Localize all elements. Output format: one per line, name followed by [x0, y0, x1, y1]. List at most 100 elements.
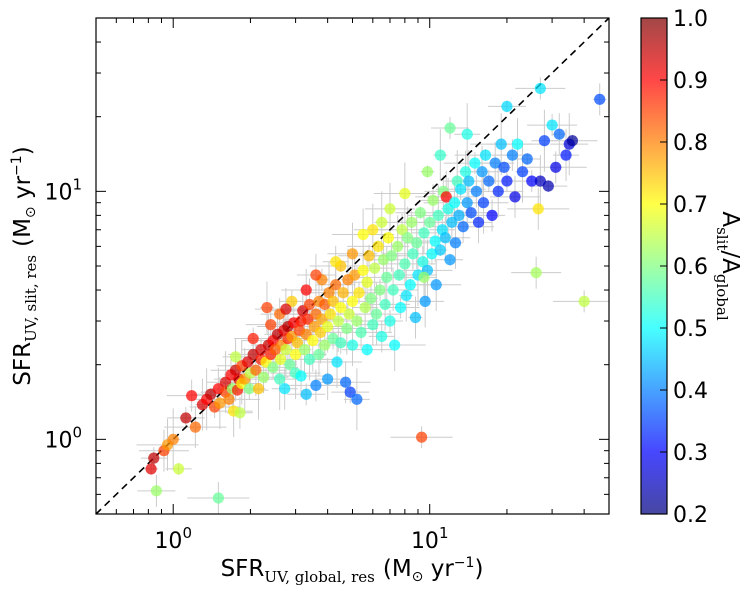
scatter-point [399, 258, 411, 270]
scatter-point [267, 361, 279, 374]
scatter-point [489, 157, 501, 169]
scatter-point [367, 224, 379, 236]
scatter-point [300, 284, 312, 296]
scatter-point [384, 203, 396, 215]
scatter-point [361, 344, 373, 356]
scatter-point [189, 421, 201, 433]
scatter-point [322, 320, 334, 333]
scatter-point [332, 315, 344, 327]
y-tick-label: 101 [44, 175, 82, 205]
scatter-point [534, 82, 546, 95]
scatter-point [370, 308, 383, 320]
scatter-point [477, 197, 490, 209]
scatter-point [532, 203, 544, 215]
scatter-point [319, 339, 331, 351]
scatter-point [421, 166, 434, 178]
scatter-point [546, 119, 558, 131]
scatter-point [399, 187, 411, 200]
scatter-point [461, 128, 473, 140]
scatter-point [538, 135, 551, 147]
scatter-point [426, 248, 438, 260]
scatter-point [335, 337, 347, 349]
scatter-point [186, 390, 198, 402]
x-tick-label: 101 [411, 524, 449, 554]
scatter-point [323, 287, 335, 299]
scatter-point [465, 207, 477, 219]
scatter-point [432, 209, 444, 221]
scatter-point [448, 197, 461, 209]
scatter-point [419, 295, 431, 307]
scatter-point [578, 295, 590, 307]
colorbar-tick-label: 0.8 [673, 131, 708, 156]
scatter-point [381, 271, 393, 283]
axes: 100 101 100 101 [44, 17, 610, 554]
scatter-point [243, 383, 255, 395]
scatter-point [550, 161, 562, 173]
scatter-point [560, 149, 572, 161]
scatter-point [284, 359, 296, 371]
scatter-point [446, 216, 458, 228]
scatter-point [461, 197, 473, 209]
scatter-point [291, 337, 304, 349]
scatter-point [357, 264, 369, 276]
colorbar-tick-label: 0.9 [673, 69, 708, 94]
scatter-point [280, 303, 292, 315]
scatter-point [145, 463, 157, 475]
scatter-point [418, 271, 430, 283]
scatter-point [457, 221, 469, 233]
scatter-point [214, 397, 226, 409]
scatter-point [280, 344, 292, 356]
scatter-point [476, 166, 488, 178]
scatter-point [335, 301, 347, 314]
scatter-point [353, 287, 365, 299]
scatter-point [470, 185, 482, 197]
scatter-point [289, 348, 302, 361]
colorbar-tick-label: 0.5 [673, 317, 708, 342]
scatter-point [509, 191, 521, 203]
scatter-point [337, 287, 349, 299]
scatter-point [418, 227, 430, 239]
scatter-point [261, 301, 273, 314]
scatter-point [298, 344, 311, 356]
scatter-point [346, 248, 359, 260]
y-axis-label: SFRUV, slit, res(M⊙ yr−1) [9, 146, 40, 385]
scatter-point [330, 256, 342, 268]
scatter-point [498, 161, 510, 173]
scatter-point [553, 128, 565, 140]
colorbar-tick-label: 0.7 [673, 193, 708, 218]
scatter-point [495, 138, 507, 150]
scatter-point [404, 279, 416, 291]
scatter-point [212, 492, 224, 504]
scatter-point [322, 373, 334, 385]
scatter-point [409, 311, 422, 324]
scatter-point [439, 232, 451, 244]
y-tick-label: 100 [44, 423, 82, 453]
scatter-point [406, 216, 418, 228]
scatter-point [229, 351, 242, 363]
x-tick-label: 100 [154, 524, 192, 554]
scatter-point [363, 250, 375, 262]
scatter-point [542, 180, 554, 192]
scatter-point [367, 319, 379, 331]
scatter-point [343, 308, 355, 320]
scatter-point [331, 356, 343, 368]
scatter-point [300, 388, 312, 400]
scatter-point [180, 412, 192, 424]
colorbar-tick-label: 0.3 [673, 441, 708, 466]
scatter-point [411, 237, 423, 249]
scatter-point [472, 216, 485, 228]
colorbar: 0.2 0.3 0.4 0.5 0.6 0.7 0.8 0.9 1.0 [640, 7, 708, 528]
scatter-point [357, 228, 369, 241]
scatter-point [511, 138, 524, 150]
colorbar-tick-label: 0.6 [673, 255, 708, 280]
scatter-point [346, 295, 359, 307]
scatter-point [444, 254, 456, 266]
scatter-point [534, 175, 546, 187]
scatter-point [265, 319, 277, 331]
scatter-point [344, 386, 356, 398]
scatter-point [594, 93, 606, 105]
scatter-point [393, 269, 405, 281]
scatter-point [257, 371, 270, 383]
